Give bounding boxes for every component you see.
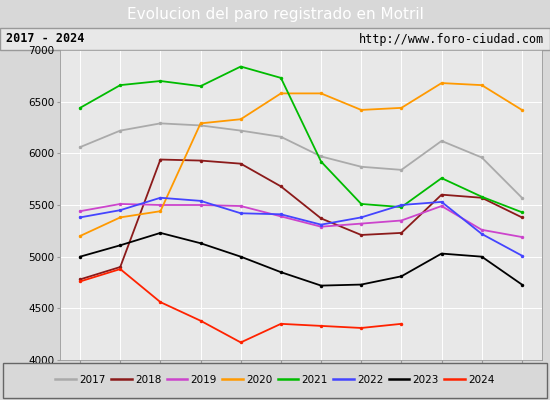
Legend: 2017, 2018, 2019, 2020, 2021, 2022, 2023, 2024: 2017, 2018, 2019, 2020, 2021, 2022, 2023… [56,375,494,385]
Text: Evolucion del paro registrado en Motril: Evolucion del paro registrado en Motril [126,6,424,22]
Bar [3,363,547,398]
Text: 2017 - 2024: 2017 - 2024 [6,32,84,46]
Text: http://www.foro-ciudad.com: http://www.foro-ciudad.com [359,32,544,46]
